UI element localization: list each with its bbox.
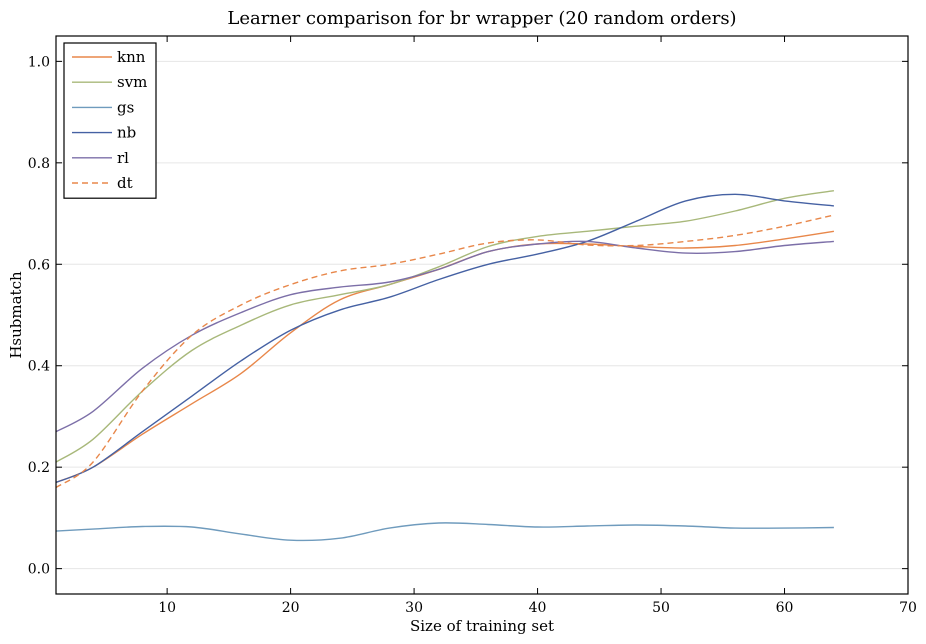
legend-label-rl: rl	[117, 149, 129, 167]
x-tick-label: 10	[158, 600, 176, 616]
legend-label-svm: svm	[117, 73, 147, 91]
grid-layer	[56, 60, 908, 570]
legend-label-gs: gs	[117, 98, 134, 116]
y-tick-label: 0.0	[28, 562, 50, 578]
legend-box	[63, 42, 157, 199]
series-line-gs	[55, 522, 834, 542]
series-line-knn	[55, 230, 835, 484]
ticks-layer: 0.0 0.2 0.4 0.6 0.8 1.0 10 20 30 40 50 60 70	[28, 36, 917, 616]
legend: knn svm gs nb rl dt	[63, 42, 157, 199]
legend-label-dt: dt	[117, 174, 133, 192]
legend-label-knn: knn	[117, 48, 146, 66]
x-tick-label: 60	[776, 600, 794, 616]
x-tick-label: 20	[282, 600, 300, 616]
x-axis-label: Size of training set	[410, 617, 554, 635]
series-line-nb	[55, 193, 834, 484]
x-tick-label: 50	[652, 600, 670, 616]
y-tick-label: 0.4	[28, 359, 50, 375]
legend-label-nb: nb	[117, 124, 136, 142]
x-tick-label: 40	[529, 600, 547, 616]
series-line-svm	[55, 190, 835, 463]
series-line-rl	[55, 240, 834, 433]
plot-frame	[55, 35, 909, 595]
y-axis-label: Hsubmatch	[7, 271, 25, 359]
chart-title: Learner comparison for br wrapper (20 ra…	[227, 8, 736, 29]
y-tick-label: 0.2	[28, 460, 50, 476]
x-tick-label: 70	[899, 600, 917, 616]
y-tick-label: 0.6	[28, 257, 50, 273]
series-line-dt	[55, 214, 835, 489]
x-tick-label: 30	[405, 600, 423, 616]
series-layer	[55, 190, 835, 542]
y-tick-label: 0.8	[28, 156, 50, 172]
y-tick-label: 1.0	[28, 54, 50, 70]
